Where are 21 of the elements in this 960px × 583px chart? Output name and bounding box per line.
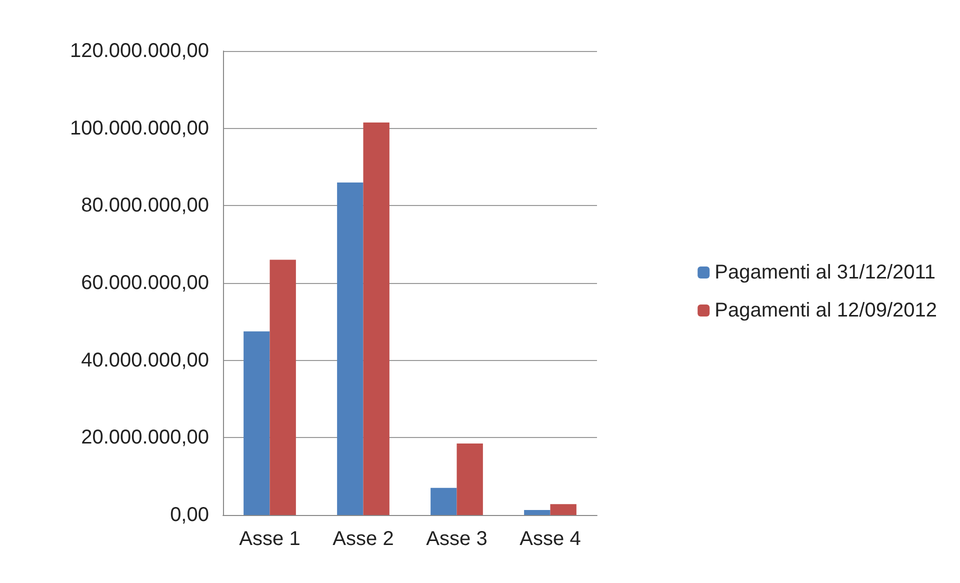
y-tick-label: 40.000.000,00 (81, 349, 209, 372)
bar (363, 122, 390, 515)
bar (550, 504, 576, 515)
bar (337, 182, 364, 515)
bar (430, 488, 457, 515)
y-tick-label: 0,00 (170, 504, 209, 526)
legend-label: Pagamenti al 31/12/2011 (714, 262, 936, 284)
bar (456, 443, 483, 515)
y-tick-label: 100.000.000,00 (70, 117, 209, 140)
x-tick-label: Asse 3 (426, 528, 488, 550)
x-tick-label: Asse 4 (520, 528, 581, 550)
x-tick-label: Asse 2 (332, 528, 394, 550)
x-tick-label: Asse 1 (239, 528, 300, 550)
y-tick-label: 80.000.000,00 (81, 194, 209, 217)
y-tick-label: 60.000.000,00 (81, 272, 209, 294)
y-tick-label: 20.000.000,00 (81, 426, 209, 449)
bar (524, 510, 550, 515)
y-tick-label: 120.000.000,00 (70, 40, 209, 62)
legend-label: Pagamenti al 12/09/2012 (714, 300, 938, 322)
bar (270, 260, 296, 515)
bar (244, 331, 270, 515)
